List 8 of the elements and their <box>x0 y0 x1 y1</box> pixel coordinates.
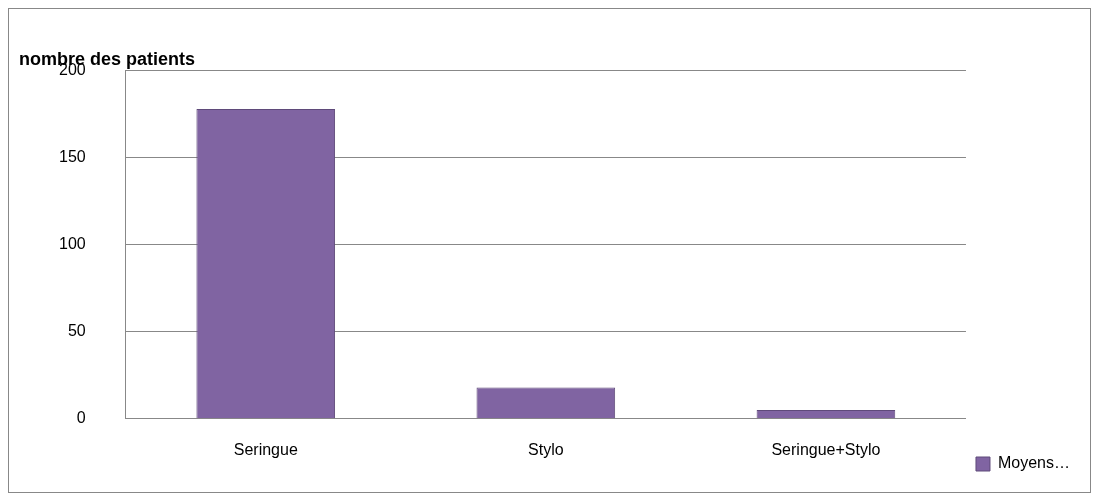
x-tick-label: Seringue <box>233 440 298 458</box>
y-tick-label: 0 <box>76 409 86 427</box>
y-tick-label: 100 <box>58 235 86 253</box>
x-tick-label: Stylo <box>528 440 564 458</box>
legend-label: Moyens… <box>997 454 1071 472</box>
y-tick-label: 150 <box>58 148 86 166</box>
y-tick-label: 50 <box>67 322 86 340</box>
x-tick-label: Seringue+Stylo <box>771 440 881 458</box>
